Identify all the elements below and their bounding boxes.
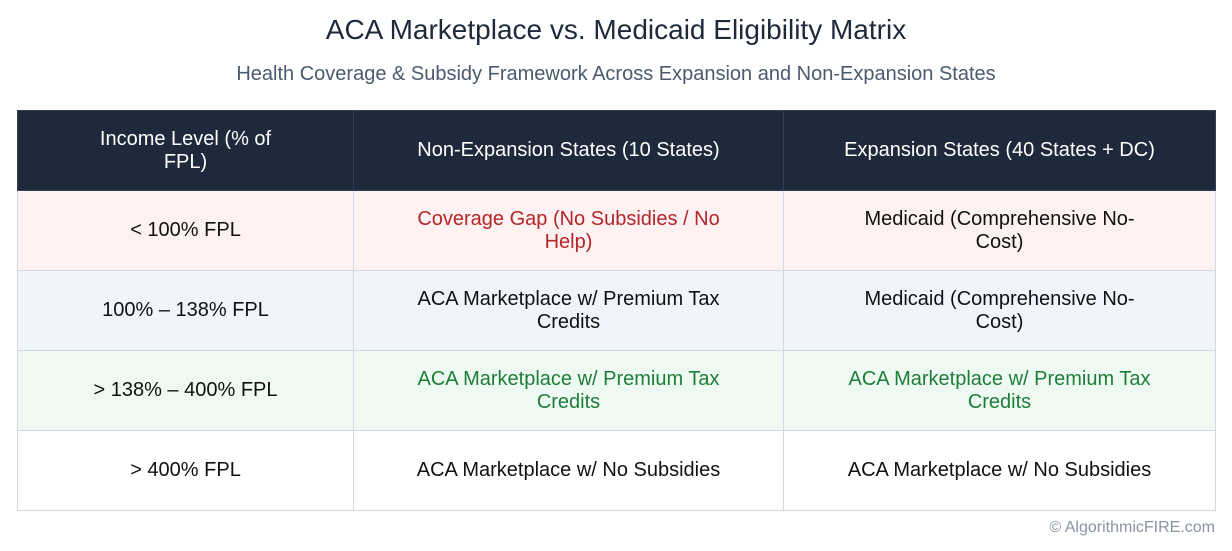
expansion-cell: Medicaid (Comprehensive No-Cost) <box>783 270 1216 351</box>
table-row: > 138% – 400% FPL ACA Marketplace w/ Pre… <box>17 350 1216 431</box>
eligibility-matrix-table: Income Level (% of FPL) Non-Expansion St… <box>17 110 1216 511</box>
header-row: Income Level (% of FPL) Non-Expansion St… <box>17 110 1216 191</box>
income-level-cell: > 138% – 400% FPL <box>17 350 354 431</box>
expansion-cell: Medicaid (Comprehensive No-Cost) <box>783 190 1216 271</box>
table-body: < 100% FPL Coverage Gap (No Subsidies / … <box>17 190 1216 511</box>
income-level-cell: < 100% FPL <box>17 190 354 271</box>
expansion-cell: ACA Marketplace w/ Premium Tax Credits <box>783 350 1216 431</box>
non-expansion-cell: Coverage Gap (No Subsidies / No Help) <box>353 190 784 271</box>
non-expansion-cell: ACA Marketplace w/ Premium Tax Credits <box>353 270 784 351</box>
table-row: < 100% FPL Coverage Gap (No Subsidies / … <box>17 190 1216 271</box>
income-level-cell: 100% – 138% FPL <box>17 270 354 351</box>
header-expansion-states: Expansion States (40 States + DC) <box>783 110 1216 191</box>
table-row: 100% – 138% FPL ACA Marketplace w/ Premi… <box>17 270 1216 351</box>
header-non-expansion-states: Non-Expansion States (10 States) <box>353 110 784 191</box>
income-level-cell: > 400% FPL <box>17 430 354 511</box>
page-subtitle: Health Coverage & Subsidy Framework Acro… <box>236 63 996 85</box>
table-row: > 400% FPL ACA Marketplace w/ No Subsidi… <box>17 430 1216 511</box>
copyright-footer: © AlgorithmicFIRE.com <box>1049 519 1215 536</box>
page-title: ACA Marketplace vs. Medicaid Eligibility… <box>325 14 907 45</box>
non-expansion-cell: ACA Marketplace w/ No Subsidies <box>353 430 784 511</box>
table-header: Income Level (% of FPL) Non-Expansion St… <box>17 110 1216 191</box>
header-income-level: Income Level (% of FPL) <box>17 110 354 191</box>
expansion-cell: ACA Marketplace w/ No Subsidies <box>783 430 1216 511</box>
non-expansion-cell: ACA Marketplace w/ Premium Tax Credits <box>353 350 784 431</box>
